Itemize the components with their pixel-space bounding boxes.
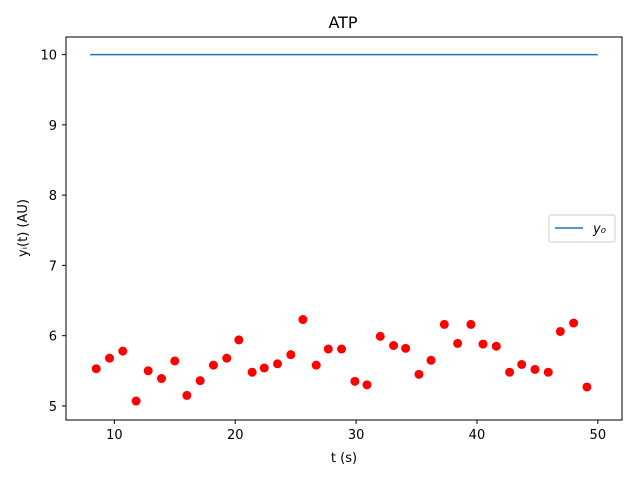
x-axis: 10 20 30 40 50 [106, 420, 606, 443]
data-point [286, 350, 296, 360]
x-tick-label: 20 [227, 428, 244, 443]
data-point [105, 353, 115, 363]
data-point [143, 366, 153, 376]
data-point [569, 318, 579, 328]
data-point [156, 374, 166, 384]
chart-title: ATP [328, 13, 357, 32]
data-point [491, 341, 501, 351]
data-point [401, 343, 411, 353]
data-point [91, 364, 101, 374]
data-point [543, 367, 553, 377]
data-point [247, 367, 257, 377]
data-point [118, 346, 128, 356]
data-point [375, 331, 385, 341]
data-point [131, 396, 141, 406]
x-tick-label: 50 [590, 428, 607, 443]
data-point [517, 359, 527, 369]
x-tick-label: 10 [106, 428, 123, 443]
data-point [208, 360, 218, 370]
data-point [530, 364, 540, 374]
data-point [350, 376, 360, 386]
y-tick-label: 6 [49, 330, 57, 345]
data-point [478, 339, 488, 349]
y-tick-label: 8 [49, 189, 57, 204]
data-point [389, 341, 399, 351]
legend-label: y₀ [592, 222, 607, 237]
data-point [582, 382, 592, 392]
data-point [182, 390, 192, 400]
data-point [505, 367, 515, 377]
x-axis-label: t (s) [331, 451, 357, 466]
data-point [195, 376, 205, 386]
data-point [466, 319, 476, 329]
data-point [453, 338, 463, 348]
data-point [337, 344, 347, 354]
y-axis: 5 6 7 8 9 10 [40, 49, 66, 415]
data-point [323, 344, 333, 354]
data-point [234, 335, 244, 345]
x-tick-label: 30 [348, 428, 365, 443]
data-point [414, 369, 424, 379]
data-point [222, 353, 232, 363]
axes-frame [65, 36, 623, 421]
data-point [426, 355, 436, 365]
data-point [439, 319, 449, 329]
y-axis-label: yᵢ(t) (AU) [16, 199, 31, 257]
data-point [298, 315, 308, 325]
y-tick-label: 10 [40, 49, 57, 64]
legend: y₀ [548, 214, 616, 243]
y-tick-label: 9 [49, 119, 57, 134]
data-point [362, 380, 372, 390]
data-point [311, 360, 321, 370]
plot-area [90, 53, 598, 406]
data-point [170, 356, 180, 366]
data-point [555, 326, 565, 336]
x-tick-label: 40 [469, 428, 486, 443]
y-tick-label: 7 [49, 259, 57, 274]
y-tick-label: 5 [49, 400, 57, 415]
data-point [259, 363, 269, 373]
data-point [273, 359, 283, 369]
